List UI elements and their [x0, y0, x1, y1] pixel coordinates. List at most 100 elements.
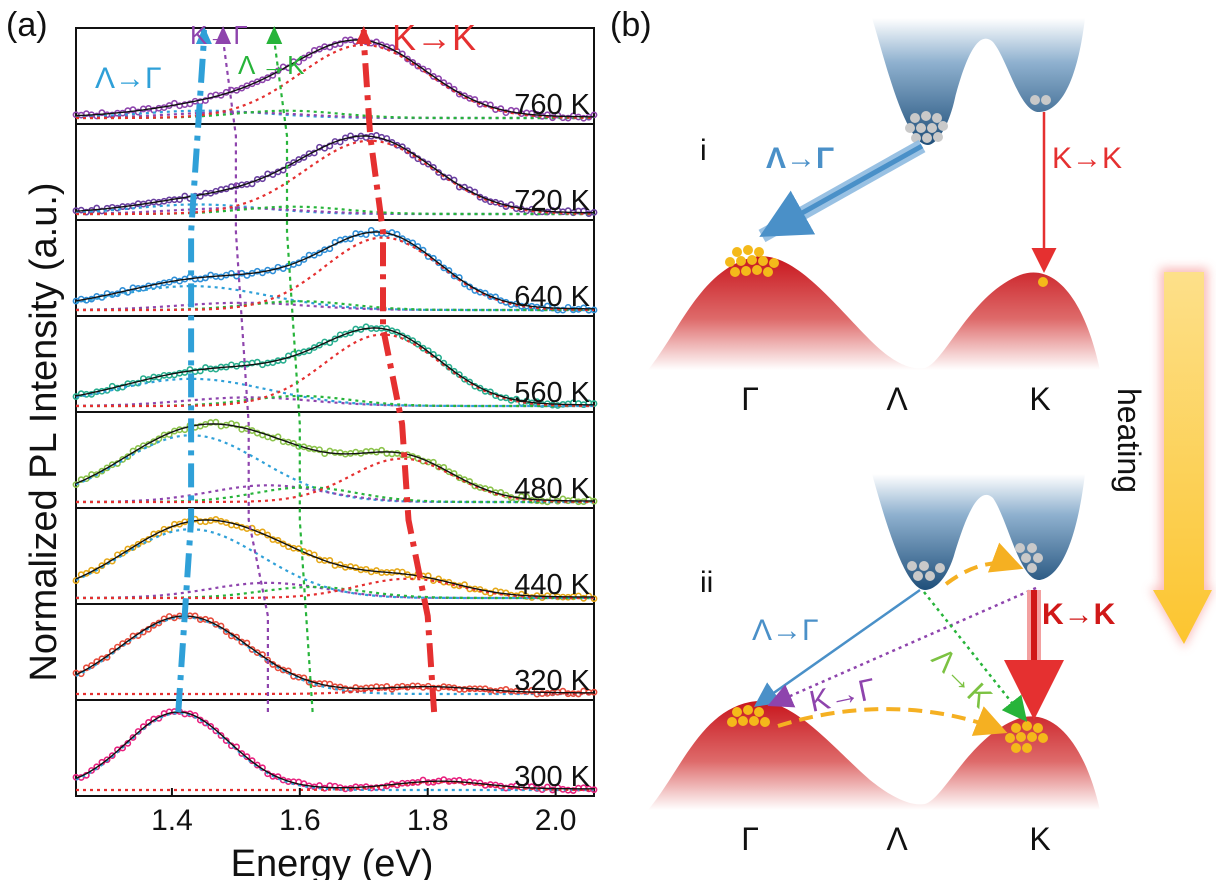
trend-line [175, 30, 207, 713]
data-point [336, 40, 344, 48]
data-point [290, 159, 297, 166]
label-k-gamma: K→Γ [190, 20, 248, 50]
trend-arrowhead [195, 26, 212, 44]
data-point [388, 139, 396, 146]
spectrum-panel: 640 K [72, 219, 598, 317]
data-point [543, 783, 551, 791]
peak-fit [75, 301, 594, 312]
holes-i [725, 245, 1048, 287]
peak-fit [76, 686, 594, 696]
trend-arrowhead [355, 26, 372, 44]
diagram-i-roman: i [700, 134, 707, 167]
temperature-label: 440 K [514, 569, 590, 601]
trend-line [222, 30, 269, 712]
temperature-label: 760 K [514, 89, 590, 121]
x-axis-title: Energy (eV) [231, 843, 434, 880]
data-point [217, 732, 225, 739]
data-point [186, 100, 194, 108]
data-point [316, 446, 323, 454]
data-point [305, 51, 313, 59]
data-point [409, 337, 417, 345]
valence-band-i [648, 256, 1100, 370]
data-point [212, 727, 220, 735]
peak-fit [76, 396, 594, 408]
peak-fit [75, 434, 594, 504]
data-point [93, 204, 101, 212]
total-fit [75, 711, 594, 790]
data-point [466, 378, 474, 386]
data-point [362, 231, 370, 239]
data-point [310, 344, 318, 351]
x-tick-label: 1.8 [407, 804, 449, 837]
data-point [134, 379, 142, 387]
band-diagram-i: Λ→Γ K→K i Γ Λ K [648, 18, 1122, 417]
peak-fit [76, 457, 594, 504]
data-point [134, 108, 142, 116]
data-point [300, 256, 308, 263]
diagram-ii-lambda-k: Λ→K [925, 642, 998, 715]
data-point [367, 226, 375, 234]
data-point [409, 59, 417, 66]
data-point [554, 111, 562, 119]
electrons-i [905, 95, 1051, 143]
data-point [207, 723, 215, 730]
label-lambda-gamma: Λ→Γ [95, 62, 162, 95]
temperature-label: 300 K [514, 761, 590, 793]
peak-fit [75, 528, 594, 600]
x-tick-label: 1.4 [151, 804, 193, 837]
label-k-k: K→K [392, 17, 476, 58]
trend-arrowhead [266, 26, 283, 44]
total-fit [75, 135, 594, 214]
data-point [321, 450, 329, 457]
data-point [279, 356, 287, 364]
data-point [222, 737, 230, 745]
data-point [497, 489, 505, 496]
peak-fit [76, 333, 594, 408]
label-lambda-k: Λ →K [238, 50, 305, 80]
data-point [279, 265, 287, 273]
valley-gamma-i: Γ [741, 381, 759, 417]
data-point [352, 134, 360, 142]
temperature-label: 720 K [514, 185, 590, 217]
spectrum-panel: 480 K [72, 411, 598, 509]
heating-label: heating [1111, 388, 1147, 493]
valley-lambda-ii: Λ [886, 821, 908, 857]
phonon-arrow-upper [944, 542, 1024, 586]
data-point [108, 752, 116, 760]
data-point [398, 568, 406, 576]
data-point [72, 481, 80, 489]
heating-arrow [1150, 268, 1214, 648]
peak-fit [76, 484, 594, 504]
peak-fit [75, 616, 594, 696]
data-point [248, 646, 256, 653]
data-point [227, 269, 235, 277]
total-fit [75, 423, 594, 502]
data-point [461, 92, 468, 100]
data-point [419, 776, 427, 784]
arrow-lambda-gamma-i-core [759, 143, 924, 237]
data-point [233, 272, 240, 280]
peak-fit [75, 377, 594, 408]
spectra-stack: 760 K 720 K 640 K 560 K 480 K 440 K 320 K 300 K [72, 27, 598, 797]
data-point [248, 180, 256, 188]
panel-frame [75, 699, 595, 797]
valley-gamma-ii: Γ [741, 821, 759, 857]
data-point [88, 390, 95, 398]
data-point [119, 456, 127, 463]
spectrum-panel: 320 K [72, 603, 598, 701]
data-point [378, 446, 386, 454]
data-point [284, 161, 292, 169]
data-point [559, 687, 567, 695]
data-point [383, 135, 391, 142]
peak-fit [76, 111, 594, 120]
data-point [196, 367, 204, 375]
trend-line [360, 30, 438, 713]
data-point [274, 537, 282, 544]
spectrum-panel: 720 K [72, 123, 598, 221]
panel-a-label: (a) [6, 6, 48, 44]
holes-ii [727, 705, 1048, 753]
valley-lambda-i: Λ [886, 381, 908, 417]
peak-fit [76, 577, 594, 600]
data-point [176, 196, 183, 203]
x-axis-ticks: 1.4 1.6 1.8 2.0 [151, 788, 576, 837]
